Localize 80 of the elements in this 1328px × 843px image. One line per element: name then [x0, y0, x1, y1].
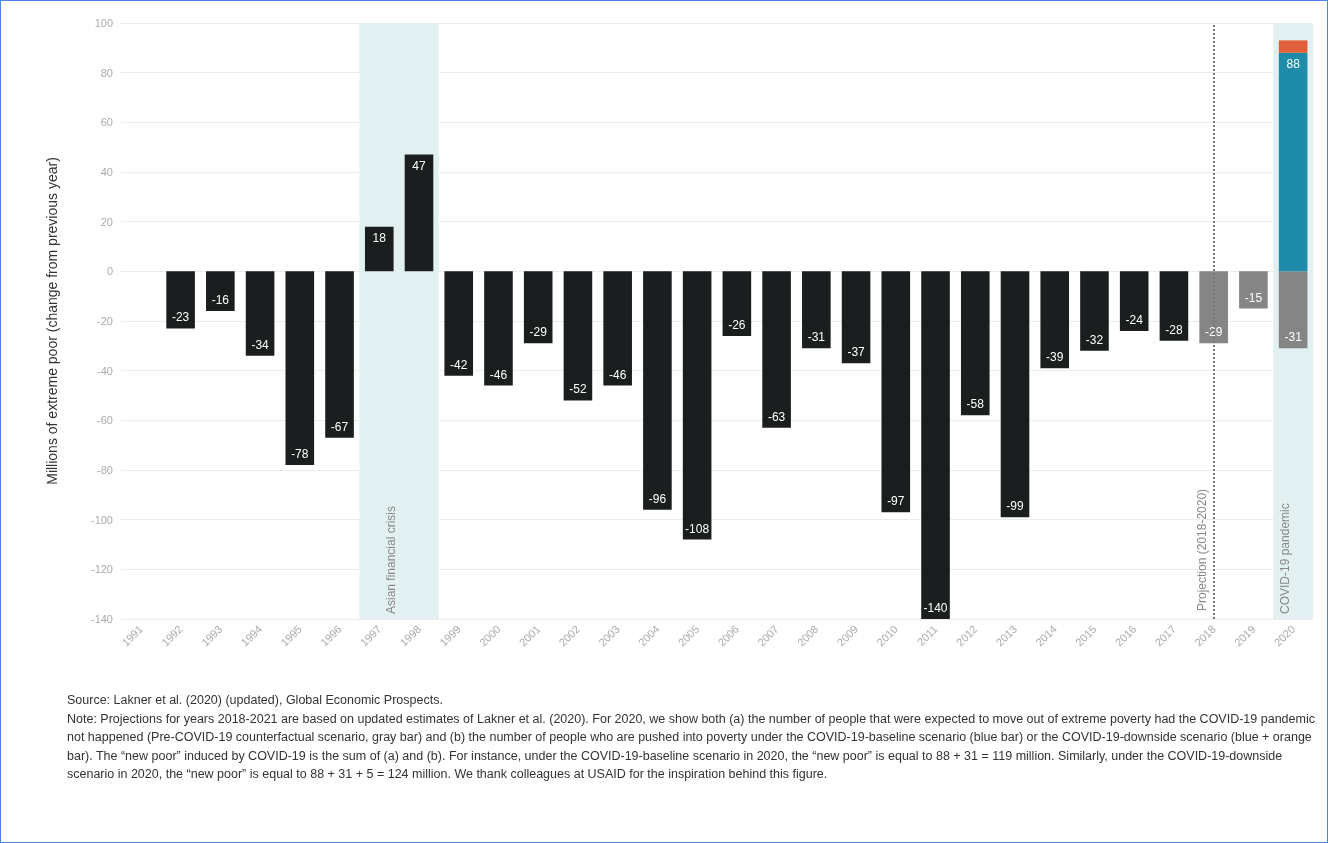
data-label: -24 [1125, 312, 1144, 327]
bar [881, 271, 911, 513]
data-label: -99 [1006, 499, 1024, 514]
bar [722, 271, 752, 336]
bar [960, 271, 990, 416]
y-tick-label: 80 [100, 66, 113, 79]
bar [523, 271, 553, 344]
data-label: -67 [330, 419, 349, 434]
data-label: -46 [608, 367, 627, 382]
bar [364, 226, 394, 272]
bar [682, 271, 712, 540]
data-label: -34 [251, 337, 270, 352]
data-label: 88 [1286, 56, 1301, 71]
y-tick-label: -140 [90, 613, 113, 625]
data-label: -16 [211, 293, 230, 308]
y-tick-label: 100 [94, 17, 113, 29]
data-label: -78 [291, 447, 309, 462]
y-tick-label: -60 [97, 414, 113, 427]
data-label: -29 [1204, 325, 1223, 340]
y-tick-label: 40 [100, 166, 113, 178]
y-tick-label: 0 [106, 265, 113, 278]
bar [484, 271, 513, 386]
data-label: -108 [685, 521, 710, 536]
data-label: -37 [847, 345, 866, 360]
source-note: Source: Lakner et al. (2020) (updated), Global Economic Prospects. [67, 692, 444, 709]
bar [404, 154, 434, 272]
band-label: COVID-19 pandemic [1278, 503, 1293, 614]
bar [921, 271, 950, 619]
data-label: -58 [966, 397, 985, 412]
data-label: -140 [923, 601, 948, 615]
bar [1239, 271, 1268, 309]
bar [1199, 271, 1228, 344]
bar [603, 271, 632, 386]
bar [1000, 271, 1030, 518]
data-label: -96 [648, 491, 667, 506]
bar [563, 271, 593, 401]
bar [1278, 52, 1308, 272]
y-axis-title: Millions of extreme poor (change from previous year) [44, 157, 60, 485]
bar [1119, 271, 1149, 331]
band-label: Asian financial crisis [384, 505, 399, 614]
bar [1278, 40, 1308, 53]
bar [1040, 271, 1070, 369]
data-label: -52 [569, 382, 587, 397]
y-tick-label: -80 [97, 464, 113, 476]
bar [206, 271, 235, 312]
data-label: -63 [767, 409, 786, 424]
bar [444, 271, 474, 376]
y-tick-label: -40 [97, 364, 113, 377]
y-tick-label: 60 [100, 116, 113, 129]
bar [762, 271, 791, 428]
data-label: -29 [529, 325, 548, 340]
bar [285, 271, 315, 466]
data-label: -23 [171, 310, 190, 325]
data-label: -46 [489, 367, 508, 382]
bar [1080, 271, 1109, 351]
data-label: -31 [1284, 330, 1303, 345]
text: Note: Projections for years 2018-2021 are based on updated estimates of Lakner et al. (2020). For 2020, we show both (a) the number of people that were expected to move out of extreme poverty had the COVID-19 pandemic not happened (Pre-COVID-19 counterfactual scenario, gray bar) and (b) the number of people who are pushed into poverty under the COVID-19-baseline scenario (blue bar) or the COVID-19-downside scenario (blue + orange bar). The “new poor” induced by COVID-19 is the sum of (a) and (b). For instance, under the COVID-19-baseline scenario in 2020, the “new poor” is equal to 88 + 31 = 119 million. Similarly, under the COVID-19-downside scenario in 2020, the “new poor” is equal to 88 + 31 + 5 = 124 million. We thank colleagues at USAID for the inspiration behind this figure. [67, 710, 1316, 783]
data-label: -97 [887, 494, 905, 509]
data-label: 47 [412, 158, 426, 173]
bar [1278, 271, 1308, 349]
data-label: -26 [728, 317, 746, 332]
y-tick-label: -20 [97, 315, 113, 327]
data-label: 18 [372, 230, 387, 245]
bar [245, 271, 275, 356]
data-label: -15 [1244, 290, 1263, 305]
bar [325, 271, 354, 438]
data-label: -32 [1085, 332, 1104, 347]
y-tick-label: 20 [100, 215, 113, 228]
bar [802, 271, 831, 349]
bar [166, 271, 195, 329]
bar [643, 271, 672, 510]
y-tick-label: -100 [90, 513, 113, 526]
data-label: -39 [1046, 350, 1064, 365]
y-tick-label: -120 [90, 563, 113, 576]
data-label: -42 [450, 357, 468, 372]
bar [841, 271, 871, 364]
data-label: -31 [807, 330, 826, 345]
ref-line-label: Projection (2018-2020) [1194, 488, 1209, 611]
bar [1159, 271, 1189, 341]
data-label: -28 [1165, 322, 1183, 337]
